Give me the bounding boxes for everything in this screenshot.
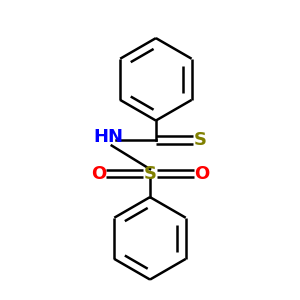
Text: O: O (194, 165, 209, 183)
Text: O: O (91, 165, 106, 183)
Text: S: S (194, 131, 207, 149)
Text: HN: HN (94, 128, 124, 146)
Text: S: S (143, 165, 157, 183)
